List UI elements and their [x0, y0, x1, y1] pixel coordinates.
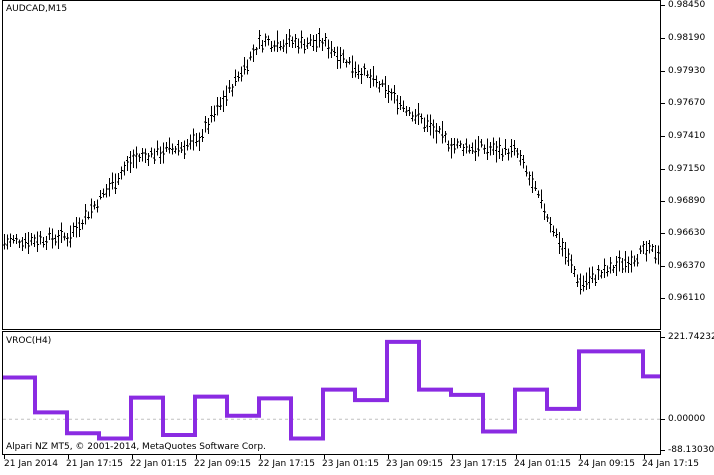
vroc-line	[3, 339, 660, 441]
time-axis-label: 24 Jan 01:15	[514, 459, 571, 469]
time-axis-label: 22 Jan 17:15	[258, 459, 315, 469]
indicator-panel[interactable]	[2, 331, 661, 455]
indicator-title: VROC(H4)	[6, 336, 52, 346]
copyright-text: Alpari NZ MT5, © 2001-2014, MetaQuotes S…	[6, 442, 266, 452]
price-axis-label: 0.96110	[668, 293, 706, 303]
x-axis-tickmarks	[4, 455, 645, 459]
indicator-axis-label: 0.00000	[668, 414, 706, 424]
time-axis-label: 21 Jan 2014	[4, 459, 58, 469]
price-axis-label: 0.97670	[668, 98, 706, 108]
price-axis-label: 0.96370	[668, 261, 706, 271]
indicator-axis-label: 221.74232	[668, 332, 714, 342]
time-axis-label: 22 Jan 01:15	[130, 459, 187, 469]
time-axis-label: 23 Jan 09:15	[386, 459, 443, 469]
price-axis-label: 0.97150	[668, 164, 706, 174]
price-axis-label: 0.97410	[668, 131, 706, 141]
time-axis-label: 23 Jan 01:15	[322, 459, 379, 469]
indicator-axis-label: -88.13030	[668, 445, 714, 455]
price-axis-label: 0.98190	[668, 33, 706, 43]
time-axis-label: 24 Jan 17:15	[642, 459, 699, 469]
time-axis-label: 24 Jan 09:15	[578, 459, 635, 469]
time-axis-label: 21 Jan 17:15	[66, 459, 123, 469]
chart-symbol-title: AUDCAD,M15	[6, 4, 68, 14]
price-axis-label: 0.98450	[668, 0, 706, 10]
price-axis-label: 0.96890	[668, 196, 706, 206]
price-bars	[3, 28, 660, 295]
time-axis-label: 22 Jan 09:15	[194, 459, 251, 469]
time-axis-label: 23 Jan 17:15	[450, 459, 507, 469]
price-axis-label: 0.97930	[668, 66, 706, 76]
price-axis-label: 0.96630	[668, 228, 706, 238]
y-axis-tickmarks	[661, 5, 665, 451]
